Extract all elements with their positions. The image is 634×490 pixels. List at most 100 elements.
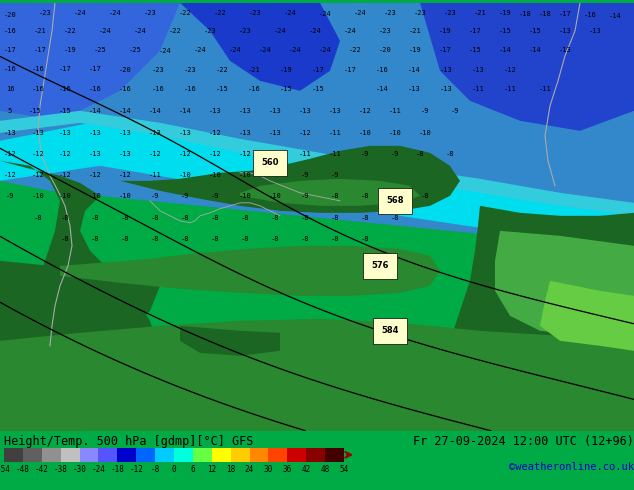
Text: -11: -11 [148, 172, 162, 178]
Text: -23: -23 [184, 67, 197, 73]
Bar [287, 448, 306, 462]
Text: -16: -16 [184, 86, 197, 92]
Text: 6: 6 [191, 465, 195, 474]
Text: -8: -8 [301, 236, 309, 242]
Bar [79, 448, 98, 462]
Text: 30: 30 [264, 465, 273, 474]
Text: -8: -8 [210, 236, 219, 242]
Text: -8: -8 [61, 215, 69, 221]
Text: -13: -13 [238, 108, 251, 114]
Text: -10: -10 [58, 193, 72, 199]
Text: -22: -22 [169, 28, 181, 34]
Text: -17: -17 [89, 66, 101, 72]
Text: -8: -8 [416, 151, 424, 157]
Polygon shape [0, 121, 634, 256]
Text: -24: -24 [193, 47, 207, 53]
Text: -22: -22 [216, 67, 228, 73]
Text: -16: -16 [375, 67, 389, 73]
Text: -9: -9 [151, 193, 159, 199]
Text: -17: -17 [469, 28, 481, 34]
Text: -12: -12 [129, 465, 143, 474]
Text: -22: -22 [214, 10, 226, 16]
Text: -25: -25 [129, 47, 141, 53]
Text: -24: -24 [274, 28, 287, 34]
Text: Height/Temp. 500 hPa [gdmp][°C] GFS: Height/Temp. 500 hPa [gdmp][°C] GFS [4, 435, 254, 448]
Text: -18: -18 [110, 465, 124, 474]
Text: -8: -8 [120, 215, 129, 221]
Text: -9: -9 [210, 193, 219, 199]
Text: -13: -13 [269, 130, 281, 136]
Text: -14: -14 [609, 13, 621, 19]
Text: -22: -22 [349, 47, 361, 53]
Polygon shape [0, 111, 634, 216]
Text: -23: -23 [413, 10, 427, 16]
Text: -17: -17 [559, 11, 571, 17]
Text: -8: -8 [151, 215, 159, 221]
Text: -22: -22 [179, 10, 191, 16]
Text: -8: -8 [361, 193, 369, 199]
Text: -8: -8 [150, 465, 160, 474]
Text: 48: 48 [320, 465, 330, 474]
Text: -14: -14 [119, 108, 131, 114]
Text: -14: -14 [89, 108, 101, 114]
Text: -21: -21 [474, 10, 486, 16]
Text: -12: -12 [269, 151, 281, 157]
Text: -24: -24 [134, 28, 146, 34]
Text: -8: -8 [331, 236, 339, 242]
Bar [4, 448, 23, 462]
Text: -20: -20 [119, 67, 131, 73]
Text: -16: -16 [152, 86, 164, 92]
Text: -8: -8 [210, 215, 219, 221]
Text: -8: -8 [361, 215, 369, 221]
Text: -24: -24 [288, 47, 301, 53]
Text: -12: -12 [209, 130, 221, 136]
Text: -11: -11 [472, 86, 484, 92]
Bar [306, 448, 325, 462]
Polygon shape [180, 326, 280, 356]
Bar [61, 448, 79, 462]
Text: -9: -9 [6, 193, 14, 199]
Text: -13: -13 [559, 28, 571, 34]
Text: -12: -12 [4, 151, 16, 157]
Text: -9: -9 [361, 151, 369, 157]
Text: -13: -13 [119, 130, 131, 136]
Bar [193, 448, 212, 462]
Text: -8: -8 [120, 236, 129, 242]
Text: -8: -8 [91, 236, 100, 242]
Polygon shape [180, 3, 340, 91]
Polygon shape [120, 146, 460, 213]
Text: -11: -11 [299, 151, 311, 157]
Text: ©weatheronline.co.uk: ©weatheronline.co.uk [509, 462, 634, 472]
Polygon shape [495, 231, 634, 336]
Text: -19: -19 [498, 10, 512, 16]
Text: -30: -30 [73, 465, 86, 474]
Text: 24: 24 [245, 465, 254, 474]
Polygon shape [60, 246, 440, 296]
Text: -14: -14 [408, 67, 420, 73]
Text: -42: -42 [35, 465, 49, 474]
Text: -13: -13 [89, 130, 101, 136]
Polygon shape [440, 206, 634, 431]
Polygon shape [0, 261, 160, 411]
Text: -12: -12 [148, 151, 162, 157]
Text: -10: -10 [209, 172, 221, 178]
Text: -12: -12 [32, 172, 44, 178]
Text: -11: -11 [328, 151, 341, 157]
Text: -16: -16 [58, 86, 72, 92]
Text: -25: -25 [94, 47, 107, 53]
Text: -9: -9 [301, 193, 309, 199]
Text: -9: -9 [181, 193, 190, 199]
Text: -16: -16 [4, 66, 16, 72]
Text: -13: -13 [559, 47, 571, 53]
Text: -11: -11 [503, 86, 516, 92]
Text: 12: 12 [207, 465, 216, 474]
Text: -14: -14 [148, 108, 162, 114]
Text: -9: -9 [451, 108, 459, 114]
Text: -24: -24 [283, 10, 296, 16]
Text: -8: -8 [181, 215, 190, 221]
Text: -8: -8 [151, 236, 159, 242]
Text: -8: -8 [241, 236, 249, 242]
Text: -24: -24 [158, 48, 171, 54]
Text: -14: -14 [375, 86, 389, 92]
Text: -12: -12 [58, 151, 72, 157]
